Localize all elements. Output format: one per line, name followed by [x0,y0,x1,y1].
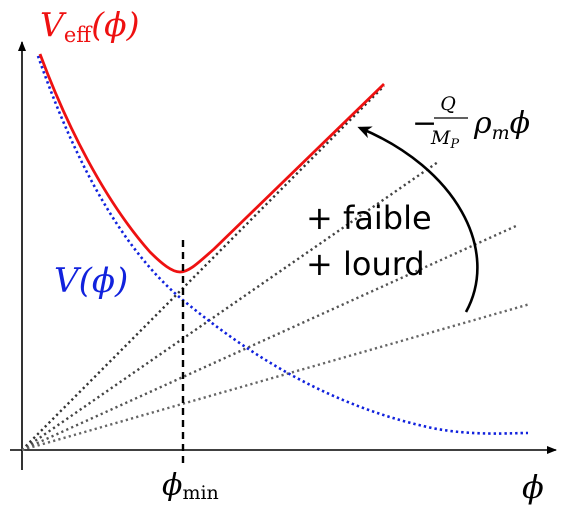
svg-text:−: − [412,106,437,141]
coupling-line-steepest [21,85,385,451]
coupling-line-3 [21,224,517,452]
coupling-label: − Q MP ρmϕ [412,93,530,152]
svg-text:ρmϕ: ρmϕ [473,106,530,144]
veff-label: Veff(ϕ) [40,5,139,47]
veff-curve [38,53,385,274]
trend-arrow [357,126,479,313]
note-line-1: + faible [306,199,432,237]
coupling-line-shallowest [21,302,531,452]
x-axis-label: ϕ [522,468,544,506]
v-label: V(ϕ) [54,261,128,301]
coupling-line-2 [21,161,439,451]
svg-text:Q: Q [440,93,456,115]
phi-min-label: ϕmin [162,468,219,504]
svg-text:MP: MP [430,127,459,152]
v-curve [36,55,529,435]
note-line-2: + lourd [306,245,425,283]
